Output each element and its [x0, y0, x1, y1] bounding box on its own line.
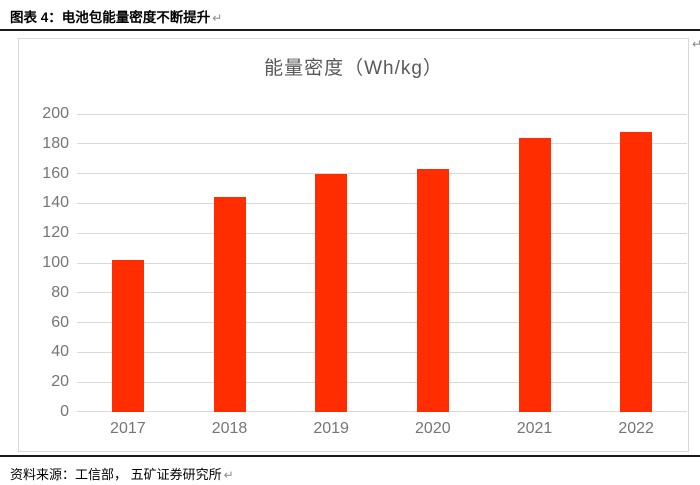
paragraph-mark-icon: ↵ — [212, 11, 223, 25]
y-tick-label-60: 60 — [51, 313, 69, 331]
bar-2020 — [416, 169, 449, 412]
gridline-100 — [77, 262, 687, 264]
gridline-0 — [77, 411, 687, 412]
bottom-divider-line — [0, 455, 700, 457]
gridline-140 — [77, 202, 687, 204]
y-tick-label-200: 200 — [42, 105, 69, 122]
bar-2017 — [111, 260, 144, 412]
bar-2019 — [315, 173, 348, 412]
gridline-120 — [77, 232, 687, 234]
x-tick-label-2017: 2017 — [110, 420, 146, 437]
bar-2018 — [213, 197, 246, 412]
paragraph-mark-icon: ↵ — [223, 468, 234, 482]
x-tick-label-2021: 2021 — [516, 420, 553, 437]
x-tick-label-2018: 2018 — [211, 420, 248, 437]
x-axis-labels: 2017 2018 2019 2020 2021 2022 — [77, 420, 687, 442]
gridline-200 — [77, 113, 687, 115]
bar-2021 — [518, 137, 551, 412]
x-tick-label-2019: 2019 — [313, 420, 349, 437]
bar-2022 — [620, 131, 653, 412]
y-tick-label-80: 80 — [51, 283, 69, 301]
x-tick-label-2020: 2020 — [415, 420, 451, 437]
y-tick-label-180: 180 — [42, 134, 69, 152]
y-tick-label-140: 140 — [42, 194, 69, 212]
chart-frame: 能量密度（Wh/kg） 0 20 40 60 80 100 120 140 160 180 200 … — [18, 38, 689, 452]
paragraph-mark-icon: ↵ — [692, 37, 700, 51]
gridline-60 — [77, 322, 687, 324]
y-tick-label-160: 160 — [42, 164, 69, 182]
gridline-160 — [77, 173, 687, 175]
y-tick-label-0: 0 — [60, 403, 69, 420]
top-divider-line — [0, 29, 700, 31]
chart-title: 能量密度（Wh/kg） — [264, 58, 443, 79]
y-axis-labels: 0 20 40 60 80 100 120 140 160 180 200 — [19, 105, 69, 420]
y-tick-label-100: 100 — [42, 254, 69, 271]
x-tick-label-2022: 2022 — [618, 420, 654, 437]
source-note: 资料来源：工信部， 五矿证券研究所 ↵ — [10, 464, 234, 483]
source-note-text: 资料来源：工信部， 五矿证券研究所 — [10, 467, 222, 482]
y-tick-label-40: 40 — [51, 343, 69, 361]
y-tick-label-120: 120 — [42, 224, 69, 242]
plot-area — [77, 113, 687, 412]
gridline-180 — [77, 143, 687, 145]
figure-caption-text: 图表 4：电池包能量密度不断提升 — [10, 10, 211, 25]
gridline-20 — [77, 381, 687, 383]
y-tick-label-20: 20 — [51, 373, 69, 391]
gridline-40 — [77, 351, 687, 353]
gridline-80 — [77, 292, 687, 294]
figure-caption: 图表 4：电池包能量密度不断提升 ↵ — [10, 6, 222, 26]
